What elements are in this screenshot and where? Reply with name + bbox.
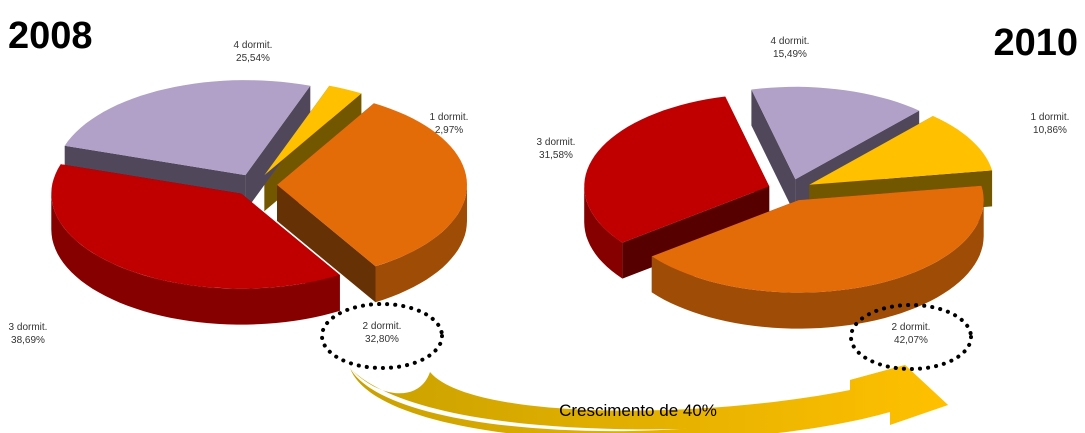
slice-side	[375, 184, 467, 303]
highlight-ring	[849, 303, 973, 371]
slice	[64, 80, 311, 176]
slice-label: 1 dormit.	[1031, 112, 1070, 123]
slice-label: 1 dormit.	[430, 112, 469, 123]
slice-side	[584, 186, 623, 279]
slice-value-label: 25,54%	[236, 53, 270, 64]
highlight-ring	[320, 302, 444, 370]
slice-label: 3 dormit.	[537, 137, 576, 148]
slice-label: 4 dormit.	[771, 36, 810, 47]
pie: 1 dormit. 2,97% 2 dormit. 32,80% 3 dormit. 38…	[9, 40, 469, 346]
slice-label: 4 dormit.	[234, 40, 273, 51]
slice-value-label: 10,86%	[1033, 125, 1067, 136]
slice-side	[245, 85, 311, 212]
chart-title: 2008	[8, 15, 93, 57]
slice-value-label: 38,69%	[11, 335, 45, 346]
slice-value-label: 42,07%	[894, 335, 928, 346]
slice-value-label: 31,58%	[539, 150, 573, 161]
slice	[264, 85, 362, 176]
slice-side	[651, 200, 984, 329]
slice-value-label: 2,97%	[435, 125, 463, 136]
slice-label: 2 dormit.	[892, 322, 931, 333]
slice-label: 2 dormit.	[363, 321, 402, 332]
slice-value-label: 15,49%	[773, 49, 807, 60]
slice	[51, 164, 340, 289]
slice	[584, 96, 770, 243]
pies: 1 dormit. 2,97% 2 dormit. 32,80% 3 dormit. 38…	[9, 36, 1070, 346]
growth-arrow-body	[350, 365, 948, 430]
slice	[651, 185, 984, 293]
annotation: Crescimento de 40%	[559, 401, 717, 420]
slice-value-label: 32,80%	[365, 334, 399, 345]
slice	[809, 116, 993, 185]
slice	[751, 86, 920, 180]
slice-side	[751, 89, 796, 216]
slice-label: 3 dormit.	[9, 322, 48, 333]
slice	[277, 103, 467, 267]
pie: 1 dormit. 10,86% 2 dormit. 42,07% 3 dormit. 3…	[537, 36, 1070, 346]
slice-side	[277, 184, 376, 303]
slice-side	[51, 193, 340, 325]
chart-title: 2010	[993, 22, 1078, 64]
